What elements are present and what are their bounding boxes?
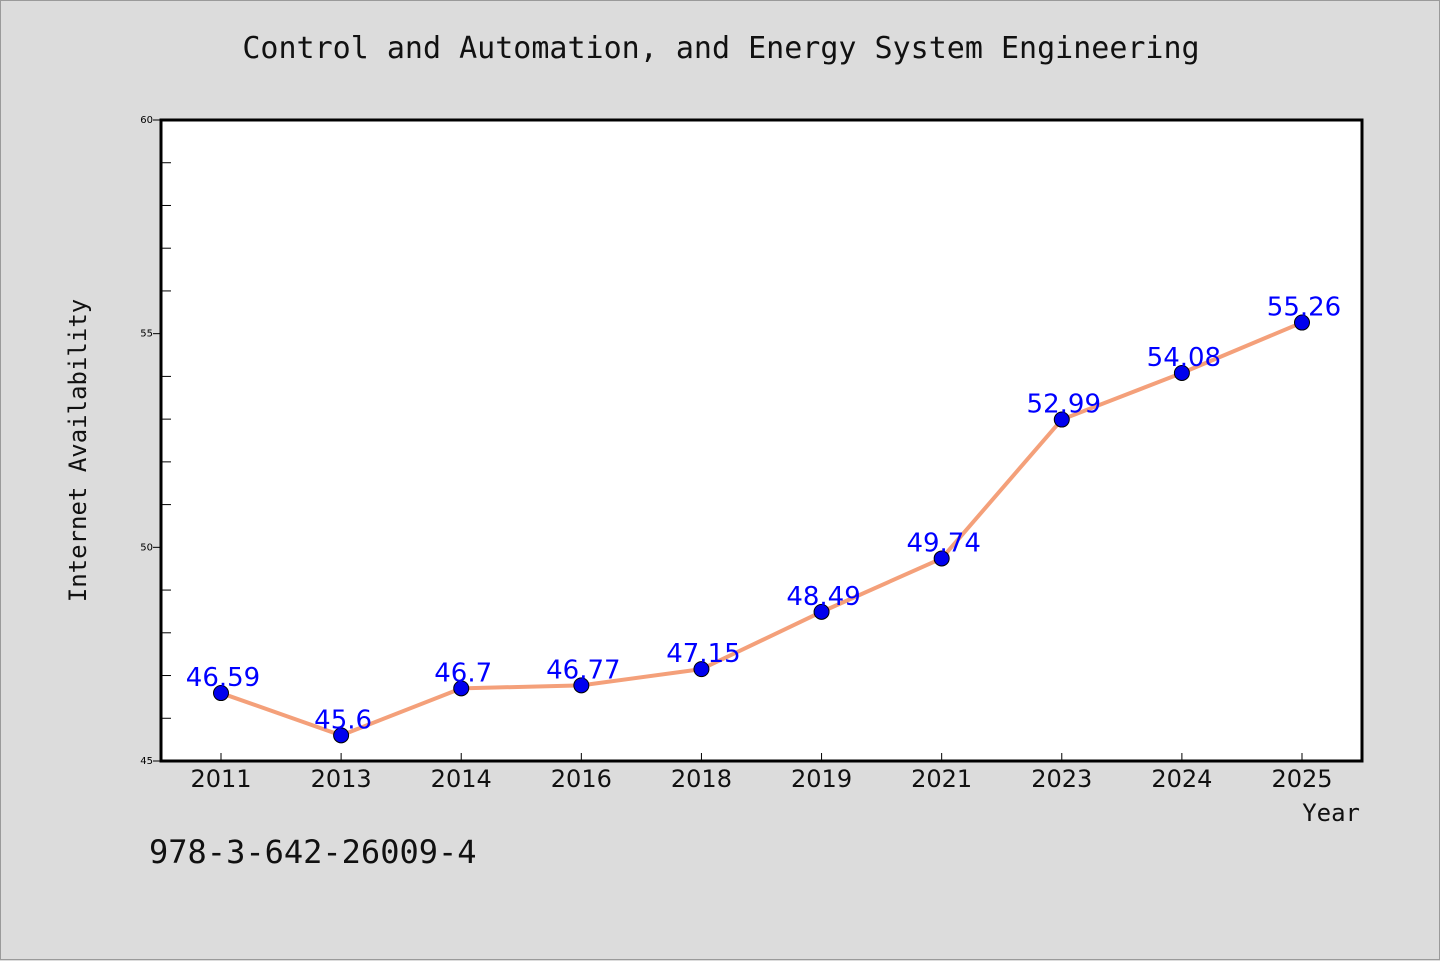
plot-border [159,118,1364,763]
data-point [333,727,350,744]
data-point [813,603,830,620]
data-label: 46.7 [434,658,492,688]
x-tick-label: 2021 [911,765,972,793]
x-axis-label: Year [1302,799,1360,827]
x-tick-label: 2019 [791,765,852,793]
data-point [1294,314,1310,331]
data-point [1053,411,1070,428]
y-tick-label: 60 [140,115,153,126]
chart-title: Control and Automation, and Energy Syste… [242,31,1200,66]
y-tick-label: 50 [140,542,153,553]
data-point [933,550,950,567]
data-label: 48.49 [786,582,860,612]
data-label: 52.99 [1027,390,1101,420]
y-tick-label: 45 [140,756,153,767]
x-tick-label: 2023 [1031,765,1092,793]
x-tick-label: 2016 [551,765,612,793]
x-tick-label: 2013 [311,765,372,793]
data-point [213,685,229,702]
data-point [453,680,470,697]
x-tick-label: 2025 [1271,765,1332,793]
data-label: 49.74 [906,528,980,558]
data-label: 47.15 [666,639,740,669]
data-point [693,661,710,678]
series-line [219,320,1304,738]
data-label: 45.6 [314,705,372,735]
x-tick-label: 2018 [671,765,732,793]
data-point [1173,364,1190,381]
plot-area [161,120,1362,761]
x-tick-label: 2011 [190,765,251,793]
y-axis-label: Internet Availability [64,299,92,602]
footer-code: 978-3-642-26009-4 [149,833,477,871]
data-point [573,677,590,694]
data-label: 54.08 [1147,343,1221,373]
x-tick-label: 2024 [1151,765,1212,793]
data-label: 55.26 [1267,293,1341,323]
x-tick-label: 2014 [431,765,492,793]
y-tick-label: 55 [140,329,153,340]
data-label: 46.77 [546,655,620,685]
data-label: 46.59 [186,663,260,693]
